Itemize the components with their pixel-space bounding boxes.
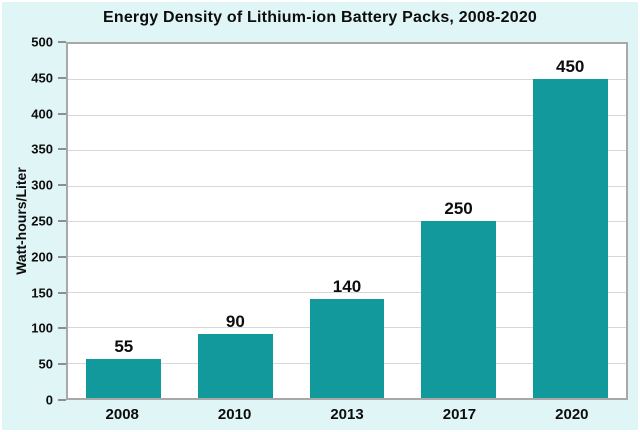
gridline — [68, 256, 626, 258]
bar — [421, 221, 496, 398]
bar-slot: 250 — [403, 44, 515, 398]
y-tick-label: 200 — [31, 249, 53, 265]
plot-area: 55 90 140 250 450 — [66, 42, 628, 400]
bar-slot: 450 — [514, 44, 626, 398]
y-tick-mark — [58, 399, 66, 401]
gridline — [68, 150, 626, 152]
y-tick-mark — [58, 291, 66, 294]
bar-value-label: 55 — [114, 337, 134, 357]
y-tick-label: 250 — [31, 213, 53, 229]
y-tick-mark — [58, 148, 66, 151]
bar-value-label: 140 — [332, 276, 362, 296]
y-tick-label: 0 — [45, 392, 53, 408]
y-axis-tick-labels: 0 50 100 150 200 250 300 350 400 450 500 — [0, 35, 66, 408]
y-tick-label: 400 — [31, 106, 53, 122]
gridline — [68, 79, 626, 81]
x-tick-label: 2008 — [105, 406, 139, 423]
y-tick-label: 500 — [31, 34, 53, 50]
y-tick-mark — [58, 41, 66, 43]
bar-value-label: 250 — [444, 199, 473, 218]
bar — [532, 79, 608, 398]
bar — [198, 334, 273, 398]
y-tick-mark — [58, 76, 66, 79]
x-axis-tick-labels: 2008 2010 2013 2017 2020 — [66, 404, 628, 426]
y-tick-mark — [58, 363, 66, 366]
chart-title: Energy Density of Lithium-ion Battery Pa… — [102, 9, 538, 26]
y-tick-label: 150 — [31, 285, 53, 301]
bar-slot: 140 — [291, 44, 403, 398]
bar — [309, 298, 385, 398]
x-tick-label: 2010 — [217, 406, 252, 423]
bar-slot: 90 — [180, 44, 292, 398]
y-tick-mark — [58, 255, 66, 258]
gridline — [68, 291, 626, 293]
y-tick-mark — [58, 112, 66, 115]
bars-container: 55 90 140 250 450 — [68, 44, 626, 398]
y-tick-label: 50 — [38, 356, 53, 372]
gridline — [68, 221, 626, 222]
y-tick-mark — [58, 184, 66, 187]
y-tick-mark — [58, 220, 66, 222]
y-tick-label: 450 — [31, 70, 53, 86]
bar-value-label: 450 — [555, 57, 585, 77]
bar-slot: 55 — [68, 44, 180, 398]
gridline — [68, 114, 626, 116]
x-tick-label: 2020 — [555, 406, 589, 423]
bar-value-label: 90 — [225, 312, 245, 332]
y-tick-label: 100 — [31, 320, 53, 336]
y-tick-label: 300 — [31, 177, 53, 193]
x-tick-label: 2013 — [330, 406, 364, 423]
y-tick-label: 350 — [31, 141, 53, 157]
y-tick-mark — [58, 327, 66, 330]
x-tick-label: 2017 — [442, 406, 477, 423]
bar — [86, 359, 162, 398]
gridline — [68, 185, 626, 187]
